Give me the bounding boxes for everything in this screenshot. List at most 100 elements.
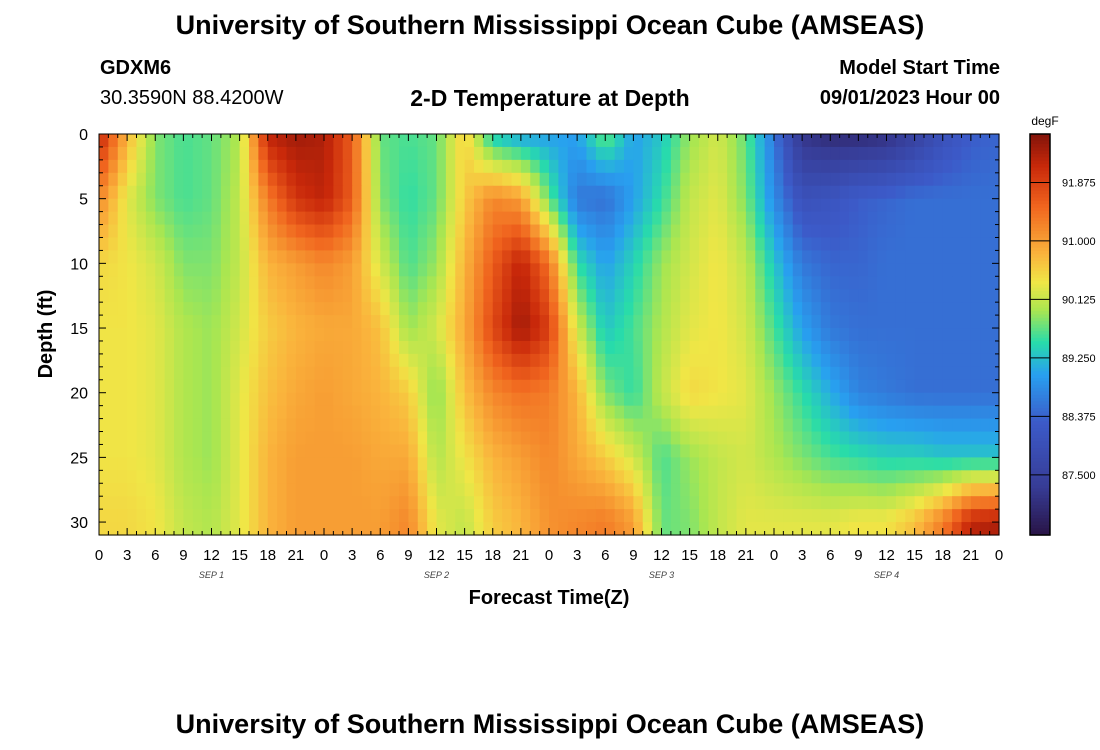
heatmap-cell — [389, 353, 400, 368]
heatmap-cell — [680, 211, 691, 226]
heatmap-cell — [849, 496, 859, 510]
heatmap-cell — [427, 483, 438, 497]
heatmap-cell — [211, 496, 222, 510]
heatmap-cell — [886, 211, 897, 226]
heatmap-cell — [483, 224, 494, 239]
heatmap-cell — [286, 522, 297, 536]
heatmap-cell — [333, 522, 344, 536]
heatmap-cell — [905, 211, 916, 226]
colorbar-segment — [1030, 170, 1050, 175]
heatmap-cell — [661, 483, 672, 497]
heatmap-cell — [577, 340, 588, 355]
heatmap-cell — [502, 315, 513, 329]
heatmap-cell — [258, 302, 269, 316]
heatmap-cell — [211, 250, 222, 264]
heatmap-cell — [520, 483, 531, 497]
heatmap-cell — [867, 444, 878, 458]
heatmap-cell — [99, 289, 109, 303]
heatmap-cell — [670, 159, 681, 174]
heatmap-cell — [399, 146, 409, 161]
colorbar-segment — [1030, 200, 1050, 205]
heatmap-cell — [370, 185, 381, 200]
heatmap-cell — [539, 496, 550, 510]
heatmap-cell — [164, 250, 175, 264]
heatmap-cell — [108, 444, 119, 458]
heatmap-cell — [474, 211, 484, 226]
heatmap-cell — [970, 405, 981, 420]
heatmap-cell — [867, 328, 878, 342]
heatmap-cell — [727, 159, 738, 174]
heatmap-cell — [867, 496, 878, 510]
heatmap-cell — [849, 224, 859, 239]
heatmap-cell — [942, 509, 953, 523]
heatmap-cell — [249, 522, 259, 536]
heatmap-cell — [492, 185, 503, 200]
heatmap-cell — [783, 431, 794, 446]
heatmap-cell — [877, 237, 888, 252]
heatmap-cell — [586, 185, 597, 200]
heatmap-cell — [352, 392, 363, 407]
heatmap-cell — [661, 315, 672, 329]
heatmap-cell — [249, 457, 259, 471]
heatmap-cell — [802, 263, 813, 277]
heatmap-cell — [530, 289, 541, 303]
heatmap-cell — [295, 134, 306, 148]
heatmap-cell — [633, 237, 644, 252]
heatmap-cell — [417, 418, 428, 433]
heatmap-cell — [258, 379, 269, 394]
heatmap-cell — [952, 224, 963, 239]
heatmap-cell — [642, 172, 653, 187]
heatmap-cell — [774, 146, 784, 161]
heatmap-cell — [267, 470, 278, 484]
heatmap-cell — [436, 392, 447, 407]
heatmap-cell — [324, 263, 334, 277]
heatmap-cell — [661, 405, 672, 420]
heatmap-cell — [764, 159, 775, 174]
heatmap-cell — [474, 263, 484, 277]
heatmap-cell — [877, 470, 888, 484]
heatmap-cell — [820, 483, 831, 497]
heatmap-cell — [136, 211, 147, 226]
heatmap-cell — [914, 353, 925, 368]
heatmap-cell — [380, 366, 391, 381]
heatmap-cell — [680, 431, 691, 446]
heatmap-cell — [380, 340, 391, 355]
heatmap-cell — [792, 418, 803, 433]
colorbar-segment — [1030, 294, 1050, 299]
heatmap-cell — [155, 250, 166, 264]
heatmap-cell — [389, 418, 400, 433]
heatmap-cell — [202, 302, 213, 316]
heatmap-cell — [980, 496, 991, 510]
heatmap-cell — [502, 470, 513, 484]
heatmap-cell — [258, 353, 269, 368]
heatmap-cell — [811, 392, 822, 407]
heatmap-cell — [164, 340, 175, 355]
heatmap-cell — [980, 431, 991, 446]
heatmap-cell — [680, 172, 691, 187]
heatmap-cell — [783, 457, 794, 471]
heatmap-cell — [670, 496, 681, 510]
heatmap-cell — [502, 250, 513, 264]
heatmap-cell — [464, 172, 475, 187]
heatmap-cell — [174, 379, 184, 394]
heatmap-cell — [455, 418, 466, 433]
heatmap-cell — [370, 211, 381, 226]
heatmap-cell — [380, 134, 391, 148]
heatmap-cell — [333, 263, 344, 277]
heatmap-cell — [614, 237, 625, 252]
heatmap-cell — [108, 366, 119, 381]
heatmap-cell — [370, 418, 381, 433]
heatmap-cell — [267, 172, 278, 187]
colorbar-segment — [1030, 421, 1050, 426]
heatmap-cell — [155, 289, 166, 303]
heatmap-cell — [736, 172, 747, 187]
heatmap-cell — [642, 522, 653, 536]
heatmap-cell — [849, 172, 859, 187]
heatmap-cell — [783, 379, 794, 394]
heatmap-cell — [745, 198, 756, 213]
heatmap-cell — [849, 289, 859, 303]
heatmap-cell — [333, 185, 344, 200]
heatmap-cell — [867, 457, 878, 471]
heatmap-cell — [464, 366, 475, 381]
heatmap-cell — [202, 224, 213, 239]
